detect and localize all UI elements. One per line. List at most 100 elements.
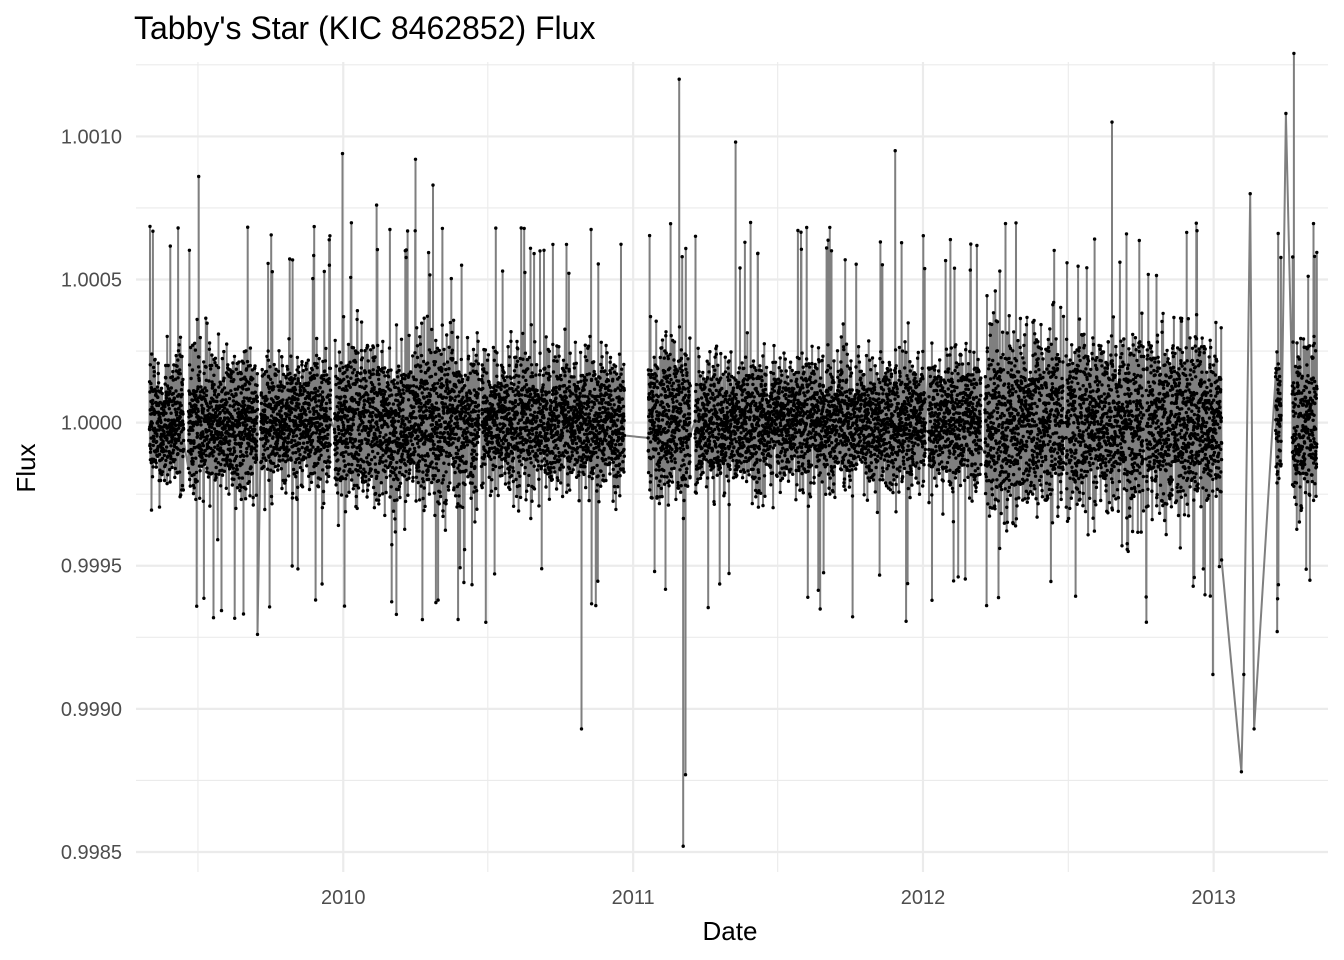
flux-point: [435, 431, 439, 435]
flux-point: [549, 474, 553, 478]
flux-point: [553, 426, 557, 430]
flux-point: [540, 393, 544, 397]
flux-point: [154, 465, 158, 469]
flux-point: [309, 480, 314, 484]
flux-point: [417, 427, 422, 431]
flux-point: [194, 456, 198, 460]
flux-point: [293, 439, 297, 443]
flux-point: [393, 517, 397, 521]
flux-point: [551, 451, 555, 455]
flux-point: [495, 374, 499, 378]
flux-point: [402, 458, 406, 462]
flux-point: [321, 489, 326, 494]
flux-point: [490, 403, 495, 407]
flux-point: [568, 394, 572, 398]
flux-point: [227, 492, 231, 496]
flux-point: [379, 481, 383, 485]
flux-point: [149, 447, 153, 451]
flux-point: [345, 368, 349, 372]
flux-point: [446, 488, 451, 492]
flux-point: [191, 424, 195, 428]
flux-point: [304, 413, 308, 417]
flux-point: [274, 367, 278, 371]
flux-point: [158, 468, 162, 472]
flux-point: [441, 514, 445, 519]
flux-point: [289, 376, 293, 380]
flux-point: [195, 431, 199, 436]
flux-point: [591, 439, 595, 443]
flux-point: [453, 398, 457, 403]
flux-point: [377, 377, 381, 382]
flux-point: [212, 435, 216, 439]
flux-point: [413, 229, 417, 233]
flux-point: [431, 183, 435, 187]
flux-point: [209, 446, 213, 451]
flux-point: [340, 151, 345, 156]
flux-point: [420, 617, 425, 622]
flux-point: [401, 414, 405, 419]
flux-point: [177, 470, 182, 474]
flux-point: [425, 314, 430, 318]
flux-point: [558, 385, 562, 389]
flux-point: [562, 383, 567, 388]
flux-point: [245, 359, 250, 364]
flux-point: [174, 431, 178, 435]
flux-point: [573, 431, 577, 436]
flux-point: [397, 414, 401, 419]
flux-point: [565, 363, 569, 367]
flux-point: [181, 447, 186, 452]
flux-point: [596, 262, 600, 266]
flux-point: [525, 489, 529, 493]
flux-point: [175, 364, 179, 368]
flux-point: [188, 345, 193, 350]
flux-point: [196, 399, 200, 404]
flux-point: [597, 444, 601, 448]
flux-point: [291, 491, 295, 496]
flux-point: [195, 317, 199, 322]
flux-point: [501, 442, 505, 446]
flux-point: [148, 224, 152, 229]
flux-point: [176, 447, 180, 451]
flux-point: [180, 392, 184, 397]
flux-point: [396, 392, 400, 397]
flux-point: [197, 464, 202, 468]
flux-point: [471, 458, 475, 463]
flux-point: [198, 335, 202, 340]
flux-point: [261, 436, 265, 441]
flux-point: [303, 450, 307, 454]
flux-point: [592, 387, 597, 391]
flux-point: [377, 372, 381, 377]
flux-point: [197, 174, 201, 179]
flux-point: [422, 486, 426, 490]
flux-point: [163, 463, 168, 467]
flux-point: [447, 367, 451, 371]
flux-point: [325, 480, 329, 484]
flux-point: [584, 378, 588, 382]
flux-point: [555, 430, 560, 435]
flux-point: [471, 347, 476, 352]
flux-point: [431, 411, 435, 415]
flux-point: [585, 358, 589, 363]
flux-point: [563, 374, 567, 378]
flux-point: [221, 379, 226, 383]
flux-point: [391, 416, 395, 420]
flux-point: [401, 408, 405, 412]
flux-point: [216, 436, 221, 440]
flux-point: [516, 385, 520, 389]
flux-point: [162, 478, 167, 483]
flux-point: [564, 242, 569, 247]
flux-point: [381, 492, 385, 496]
flux-point: [298, 465, 303, 470]
flux-point: [577, 470, 581, 474]
flux-point: [339, 436, 343, 440]
flux-point: [337, 427, 341, 432]
flux-point: [567, 380, 572, 384]
flux-point: [456, 466, 460, 470]
flux-point: [505, 389, 509, 393]
flux-point: [586, 344, 591, 348]
flux-point: [359, 348, 364, 353]
flux-point: [320, 390, 325, 394]
flux-point: [220, 356, 225, 361]
flux-point: [221, 421, 225, 426]
flux-point: [368, 375, 372, 380]
